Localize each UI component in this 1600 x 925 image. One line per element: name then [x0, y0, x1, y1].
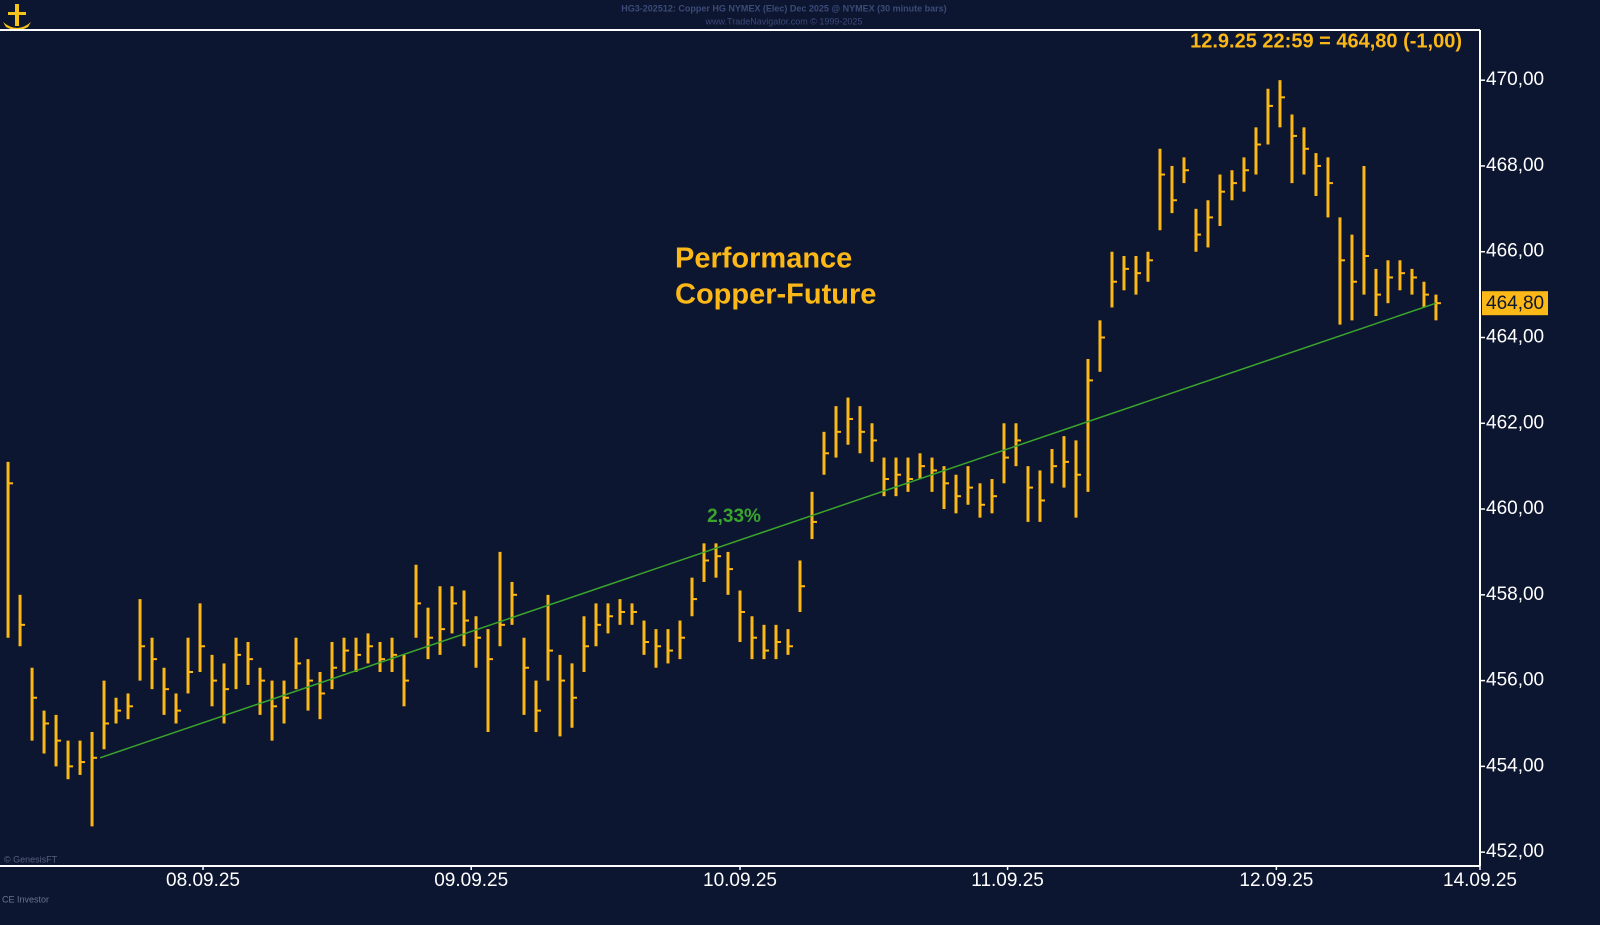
x-tick-label: 14.09.25: [1443, 870, 1517, 891]
y-tick-label: 462,00: [1486, 412, 1544, 433]
annotation-title: Performance: [675, 243, 852, 275]
y-tick-label: 458,00: [1486, 584, 1544, 605]
x-tick-label: 12.09.25: [1239, 870, 1313, 891]
trend-label: 2,33%: [707, 506, 761, 527]
x-tick-label: 08.09.25: [166, 870, 240, 891]
header-line: www.TradeNavigator.com © 1999-2025: [705, 16, 863, 26]
last-price-label: 464,80: [1486, 293, 1544, 314]
y-tick-label: 466,00: [1486, 241, 1544, 262]
credit: © GenesisFT: [4, 854, 58, 864]
annotation-title: Copper-Future: [675, 279, 876, 311]
credit: CE Investor: [2, 894, 49, 904]
x-tick-label: 09.09.25: [434, 870, 508, 891]
y-tick-label: 464,00: [1486, 327, 1544, 348]
y-tick-label: 470,00: [1486, 69, 1544, 90]
y-tick-label: 454,00: [1486, 755, 1544, 776]
x-tick-label: 10.09.25: [703, 870, 777, 891]
y-tick-label: 468,00: [1486, 155, 1544, 176]
y-tick-label: 460,00: [1486, 498, 1544, 519]
header-line: HG3-202512: Copper HG NYMEX (Elec) Dec 2…: [621, 3, 946, 13]
y-tick-label: 452,00: [1486, 841, 1544, 862]
logo: [3, 4, 31, 30]
price-readout: 12.9.25 22:59 = 464,80 (-1,00): [1190, 30, 1462, 52]
x-tick-label: 11.09.25: [971, 870, 1044, 891]
y-tick-label: 456,00: [1486, 670, 1544, 691]
last-price-box: [1482, 291, 1548, 316]
trend-line: [99, 302, 1437, 759]
